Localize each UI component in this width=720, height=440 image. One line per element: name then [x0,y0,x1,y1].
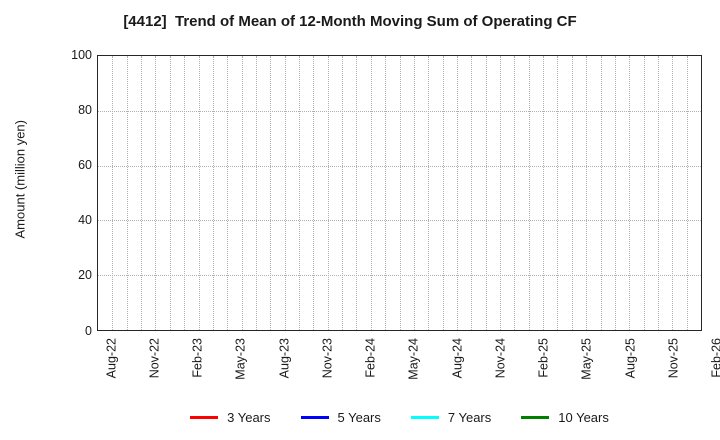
x-tick-label: Feb-25 [536,338,551,378]
legend-item: 10 Years [521,410,609,425]
legend-label: 10 Years [558,409,609,425]
vertical-gridline [270,56,272,330]
vertical-gridline [313,56,315,330]
vertical-gridline [255,56,257,330]
x-tick-label: Nov-25 [666,338,681,379]
legend: 3 Years 5 Years 7 Years 10 Years [97,405,702,429]
x-tick-label: Aug-22 [104,338,119,379]
vertical-gridline [657,56,659,330]
x-tick-label: Nov-22 [147,338,162,379]
legend-item: 3 Years [190,409,271,425]
vertical-gridline [643,56,645,330]
vertical-gridline [227,56,229,330]
x-tick-label: May-23 [234,338,249,380]
vertical-gridline [500,56,501,330]
horizontal-gridline [98,220,701,222]
legend-label: 7 Years [447,409,492,425]
y-tick-label: 100 [71,47,92,62]
plot-area [97,55,702,331]
horizontal-gridline [98,110,701,112]
chart-title: [4412] Trend of Mean of 12-Month Moving … [123,13,577,30]
x-tick-label: Nov-23 [320,338,335,379]
legend-line-swatch [190,415,219,419]
vertical-gridline [543,56,545,330]
vertical-gridline [571,56,573,330]
vertical-gridline [241,56,243,330]
horizontal-gridline [98,165,701,167]
vertical-gridline [456,56,458,330]
vertical-gridline [485,56,487,330]
vertical-gridline [169,56,171,330]
x-tick-label: Nov-24 [493,338,508,379]
legend-item: 7 Years [410,409,492,425]
vertical-gridline [528,56,530,330]
vertical-gridline [672,56,674,330]
vertical-gridline [557,56,559,330]
x-tick-label: Aug-25 [623,338,638,379]
y-tick-label: 60 [78,157,92,172]
vertical-gridline [184,56,186,330]
x-tick-label: Aug-23 [277,338,292,379]
vertical-gridline [370,56,372,330]
x-tick-label: Aug-24 [450,338,465,379]
y-tick-label: 20 [78,268,92,283]
horizontal-gridline [98,275,701,277]
x-tick-label: Feb-23 [190,338,205,378]
vertical-gridline [413,56,415,330]
vertical-gridline [600,56,602,330]
vertical-gridline [198,56,200,330]
legend-line-swatch [521,415,550,419]
legend-label: 5 Years [337,409,381,425]
legend-line-swatch [410,415,439,419]
vertical-gridline [356,56,358,330]
legend-line-swatch [300,415,329,419]
vertical-gridline [212,56,214,330]
x-tick-label: Feb-26 [709,338,720,378]
y-tick-label: 0 [85,323,92,338]
vertical-gridline [342,56,344,330]
vertical-gridline [141,56,143,330]
vertical-gridline [586,56,588,330]
y-tick-label: 40 [78,213,92,228]
vertical-gridline [471,56,473,330]
legend-label: 3 Years [227,409,271,425]
vertical-gridline [385,56,387,330]
vertical-gridline [112,56,114,330]
vertical-gridline [686,56,688,330]
vertical-gridline [514,56,516,330]
vertical-gridline [327,56,329,330]
vertical-gridline [442,56,444,330]
vertical-gridline [126,56,128,330]
vertical-gridline [155,56,157,330]
x-tick-label: Feb-24 [363,338,378,378]
vertical-gridline [399,56,401,330]
vertical-gridline [299,56,300,330]
vertical-gridline [284,56,286,330]
x-tick-label: May-25 [579,338,594,380]
legend-item: 5 Years [300,409,381,425]
vertical-gridline [614,56,616,330]
vertical-gridline [428,56,430,330]
vertical-gridline [629,56,631,330]
x-tick-label: May-24 [407,338,421,380]
y-tick-label: 80 [78,102,92,117]
